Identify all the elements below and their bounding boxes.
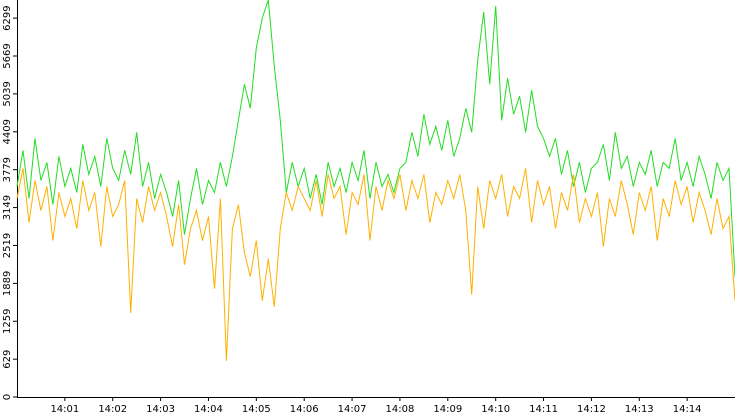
- y-tick-label: 5669: [2, 43, 13, 68]
- x-tick-label: 14:13: [625, 404, 654, 415]
- x-tick-label: 14:10: [481, 404, 510, 415]
- y-tick-label: 1259: [2, 309, 13, 334]
- x-tick-label: 14:04: [194, 404, 223, 415]
- y-tick-label: 6299: [2, 5, 13, 30]
- y-tick-label: 0: [2, 394, 13, 400]
- x-tick-label: 14:07: [338, 404, 367, 415]
- x-tick-label: 14:09: [433, 404, 462, 415]
- series-line: [16, 168, 735, 361]
- series-line: [16, 0, 735, 277]
- y-tick-label: 1889: [2, 271, 13, 296]
- x-tick-label: 14:02: [98, 404, 127, 415]
- x-tick-label: 14:05: [242, 404, 271, 415]
- x-tick-label: 14:06: [290, 404, 319, 415]
- x-tick-label: 14:11: [529, 404, 558, 415]
- x-tick-label: 14:14: [673, 404, 702, 415]
- x-tick-label: 14:01: [50, 404, 79, 415]
- y-tick-label: 3149: [2, 195, 13, 220]
- y-tick-label: 2519: [2, 233, 13, 258]
- y-tick-label: 3779: [2, 157, 13, 182]
- x-tick-label: 14:03: [146, 404, 175, 415]
- x-tick-label: 14:08: [386, 404, 415, 415]
- y-tick-label: 5039: [2, 81, 13, 106]
- y-tick-label: 629: [2, 350, 13, 369]
- x-tick-label: 14:12: [577, 404, 606, 415]
- y-tick-label: 4409: [2, 119, 13, 144]
